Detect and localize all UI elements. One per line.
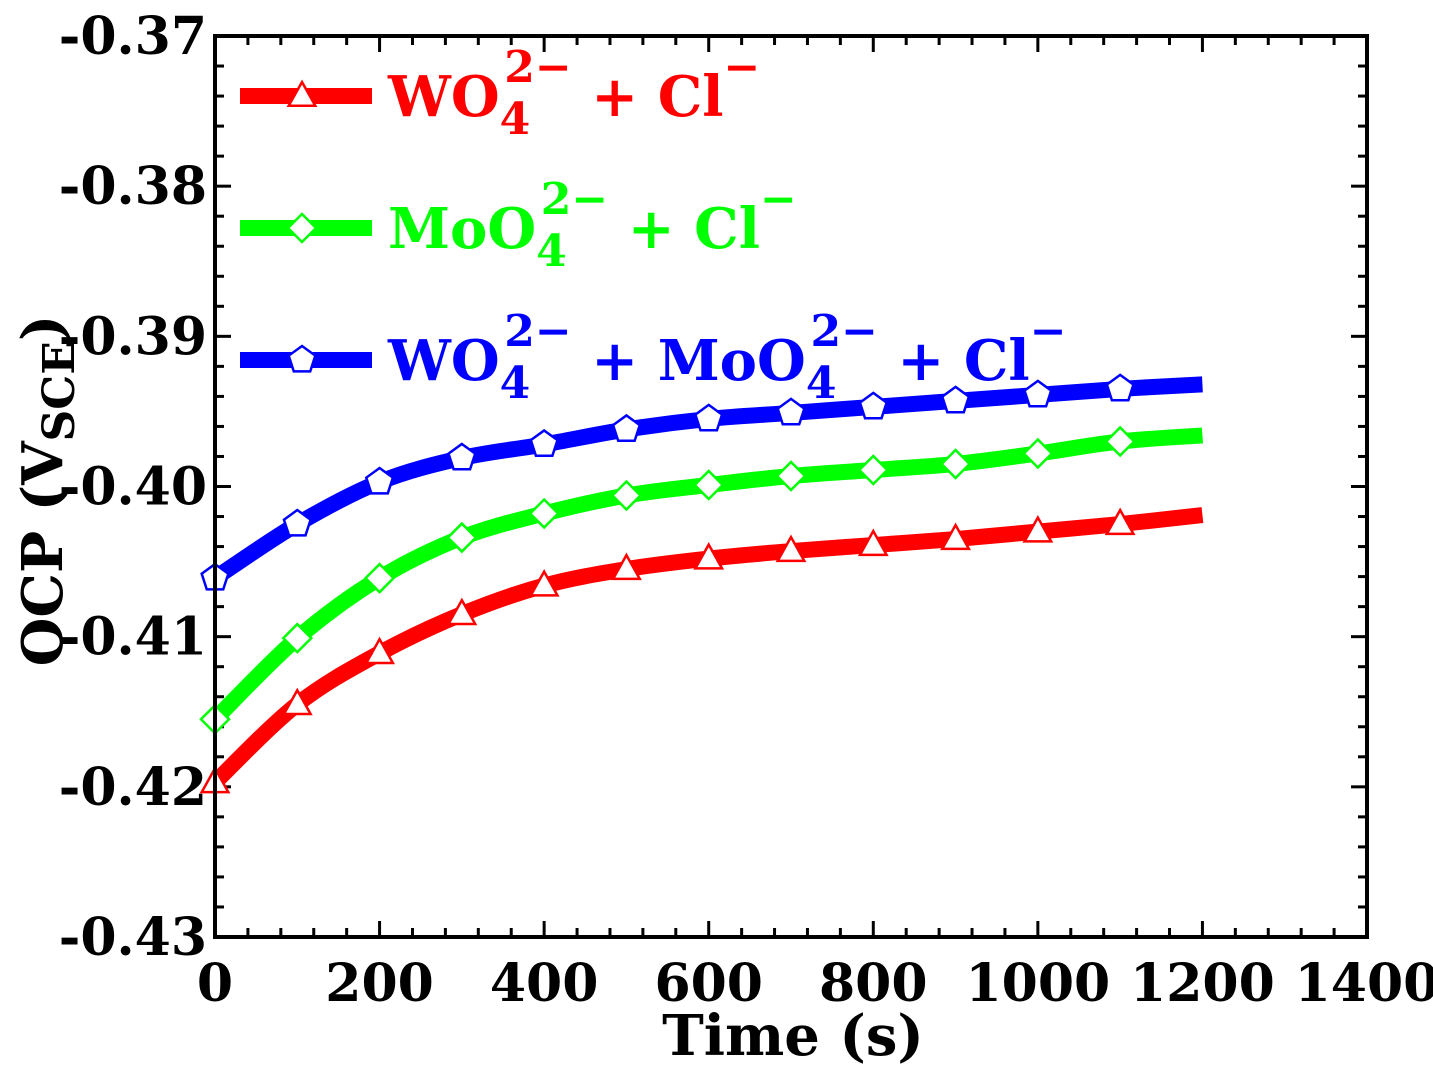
y-axis-title: OCP (VSCE) xyxy=(10,315,85,667)
x-tick-label: 1400 xyxy=(1295,953,1433,1014)
plot-frame xyxy=(213,34,1369,939)
legend-marker xyxy=(286,212,318,244)
legend-marker xyxy=(286,79,318,108)
data-point xyxy=(940,522,972,551)
legend-label-part: + Cl xyxy=(572,64,724,130)
data-point xyxy=(363,562,396,594)
data-point xyxy=(610,552,642,581)
legend-entry-3: WO42− + MoO42− + Cl− xyxy=(240,306,1067,409)
x-tick-label: 0 xyxy=(197,953,233,1014)
legend-label-part: − xyxy=(724,42,761,93)
y-tick-label: -0.42 xyxy=(59,757,207,818)
x-tick-label: 400 xyxy=(490,953,599,1014)
data-point xyxy=(610,479,643,512)
data-point xyxy=(940,385,971,414)
legend-marker xyxy=(287,344,317,373)
series-3 xyxy=(200,373,1203,591)
series-layer xyxy=(199,373,1204,794)
legend-label-part: 2− xyxy=(541,174,608,225)
data-point xyxy=(857,454,890,486)
x-tick-labels: 0 200 400 600 800 1000 1200 1400 xyxy=(197,953,1433,1014)
y-axis-title-subscript: SCE xyxy=(34,341,85,441)
legend-label-part: WO xyxy=(387,64,500,130)
legend-entry-2: MoO42− + Cl− xyxy=(240,174,797,277)
x-tick-label: 600 xyxy=(654,953,763,1014)
legend-label-part: 2− xyxy=(810,306,877,357)
legend-label-part: 4 xyxy=(806,358,837,409)
legend-label-part: + Cl xyxy=(608,196,760,262)
data-point xyxy=(611,413,642,443)
data-point xyxy=(1105,373,1135,402)
data-point xyxy=(857,528,889,557)
data-point xyxy=(775,460,807,492)
data-point xyxy=(858,391,889,420)
legend-label-part: 4 xyxy=(500,94,531,145)
data-point xyxy=(776,397,806,426)
y-tick-label: -0.43 xyxy=(59,907,207,968)
legend-label-part: MoO xyxy=(388,196,536,262)
y-tick-label: -0.39 xyxy=(59,306,207,367)
series-2 xyxy=(199,425,1204,736)
data-point xyxy=(693,403,724,432)
y-tick-label: -0.37 xyxy=(59,6,207,67)
data-point xyxy=(1022,514,1054,543)
legend-label-part: 2− xyxy=(504,306,571,357)
data-point xyxy=(529,428,559,458)
data-point xyxy=(693,542,725,570)
x-tick-label: 200 xyxy=(325,953,434,1014)
legend-label-part: 4 xyxy=(536,226,567,277)
x-tick-label: 1000 xyxy=(965,953,1110,1014)
data-point xyxy=(282,508,313,537)
legend-entry-1: WO42− + Cl− xyxy=(240,42,760,145)
legend-label-part: + MoO xyxy=(572,328,806,394)
legend-label-part: + Cl xyxy=(878,328,1030,394)
x-axis-title: Time (s) xyxy=(662,1003,924,1069)
data-point xyxy=(692,469,725,501)
legend-label: WO42− + Cl− xyxy=(387,42,760,145)
legend: WO42− + Cl−MoO42− + Cl−WO42− + MoO42− + … xyxy=(240,42,1067,409)
y-tick-label: -0.38 xyxy=(59,156,207,217)
y-axis-title-main: OCP (V xyxy=(10,440,76,666)
data-point xyxy=(447,442,477,471)
x-tick-label: 1200 xyxy=(1130,953,1275,1014)
data-point xyxy=(281,622,314,654)
legend-label: WO42− + MoO42− + Cl− xyxy=(387,306,1067,409)
data-point xyxy=(939,448,972,480)
data-point xyxy=(775,534,807,563)
series-1 xyxy=(199,507,1204,794)
data-point xyxy=(1104,425,1136,458)
legend-label-part: − xyxy=(1030,306,1067,357)
data-point xyxy=(528,569,560,597)
data-point xyxy=(528,497,560,530)
y-tick-label: -0.40 xyxy=(59,457,207,518)
y-axis-title-close: ) xyxy=(10,315,76,342)
data-point xyxy=(1023,379,1053,408)
data-point xyxy=(446,521,478,554)
data-point xyxy=(1022,437,1054,470)
y-tick-label: -0.41 xyxy=(59,607,207,668)
data-point xyxy=(281,687,313,716)
data-point xyxy=(446,597,478,626)
data-point xyxy=(364,636,396,665)
legend-label-part: WO xyxy=(387,328,500,394)
y-tick-labels: -0.43 -0.42 -0.41 -0.40 -0.39 -0.38 -0.37 xyxy=(59,6,207,968)
legend-label: MoO42− + Cl− xyxy=(388,174,797,277)
x-tick-label: 800 xyxy=(819,953,928,1014)
legend-label-part: − xyxy=(760,174,797,225)
legend-label-part: 2− xyxy=(504,42,571,93)
legend-label-part: 4 xyxy=(500,358,531,409)
data-point xyxy=(364,466,395,495)
data-point xyxy=(1104,507,1136,536)
